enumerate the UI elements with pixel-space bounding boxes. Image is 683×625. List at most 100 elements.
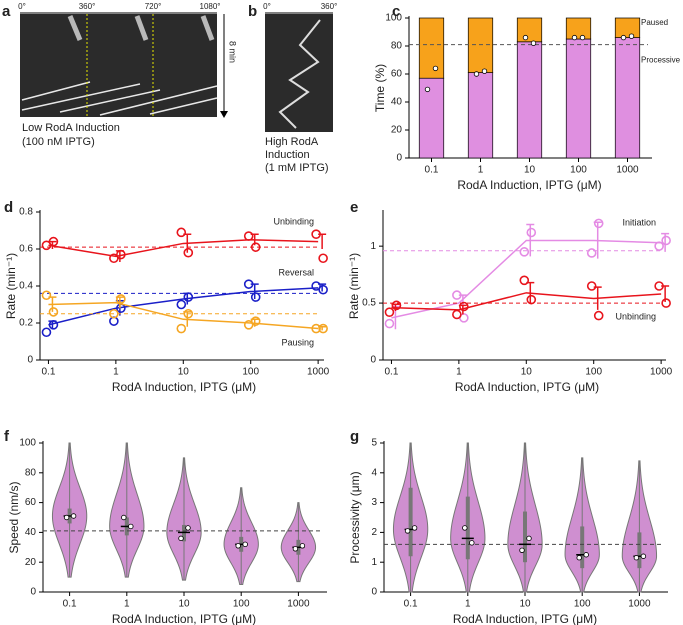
panel-letter: f xyxy=(4,428,10,445)
panel-1: d 0 0.2 0.4 0.6 0.8 0.1 1 10 100 1000 RodA Inductio… xyxy=(4,199,330,394)
data-point xyxy=(640,553,647,559)
data-point xyxy=(661,298,671,308)
data-point xyxy=(176,227,187,238)
panel-b: b 0° 360° High RodA Induction (1 mM IPTG… xyxy=(248,2,337,174)
y-axis-label: Rate (min⁻¹) xyxy=(4,253,18,319)
data-point xyxy=(424,86,431,93)
y-tick-label: 5 xyxy=(371,438,377,449)
data-point xyxy=(178,535,184,542)
x-tick-label: 10 xyxy=(521,367,533,378)
series-label: Initiation xyxy=(622,217,656,227)
streak xyxy=(21,81,218,116)
x-tick-label: 0.1 xyxy=(384,367,398,378)
data-point xyxy=(519,275,530,286)
kymograph xyxy=(265,14,333,132)
series-line xyxy=(391,239,662,319)
x-tick-label: 10 xyxy=(178,367,190,378)
y-axis-label: Speed (nm/s) xyxy=(7,481,21,553)
series-label: Unbinding xyxy=(615,311,656,321)
data-point xyxy=(411,525,418,531)
y-tick-label: 100 xyxy=(19,438,36,449)
x-axis-label: RodA Induction, IPTG (μM) xyxy=(457,178,601,192)
data-point xyxy=(243,231,254,241)
bar-segment xyxy=(516,41,543,159)
panel-letter: d xyxy=(4,199,13,216)
data-point xyxy=(48,307,59,317)
x-tick-label: 0.1 xyxy=(63,599,77,610)
data-point xyxy=(48,320,59,330)
kymograph xyxy=(20,14,217,117)
angle-tick: 0° xyxy=(18,2,26,11)
data-point xyxy=(311,323,321,334)
y-tick-label: 4 xyxy=(371,467,377,478)
data-point xyxy=(522,34,529,41)
panel-letter: a xyxy=(2,3,11,20)
data-point xyxy=(384,307,395,317)
legend-label: Paused xyxy=(641,18,668,27)
data-point xyxy=(183,308,194,319)
y-tick-label: 0.2 xyxy=(19,318,33,329)
angle-tick: 360° xyxy=(321,2,338,11)
angle-tick: 360° xyxy=(79,2,96,11)
data-point xyxy=(576,555,582,561)
series-line xyxy=(391,292,662,311)
x-axis-label: RodA Induction, IPTG (μM) xyxy=(112,380,256,394)
caption: (100 nM IPTG) xyxy=(22,136,95,148)
x-tick-label: 10 xyxy=(178,599,190,610)
x-tick-label: 1 xyxy=(113,367,119,378)
x-tick-label: 100 xyxy=(242,367,259,378)
data-point xyxy=(250,316,261,326)
y-tick-label: 0.4 xyxy=(19,281,33,292)
y-tick-label: 2 xyxy=(371,527,377,538)
x-axis-label: RodA Induction, IPTG (μM) xyxy=(455,380,599,394)
data-point xyxy=(462,525,468,531)
angle-tick: 720° xyxy=(145,2,162,11)
bar-segment xyxy=(516,17,543,43)
y-tick-label: 0.5 xyxy=(362,298,376,309)
data-point xyxy=(48,236,59,247)
streak xyxy=(67,15,215,41)
bar-segment xyxy=(467,72,494,159)
y-tick-label: 0 xyxy=(396,153,402,164)
y-axis-label: Time (%) xyxy=(373,64,387,112)
data-point xyxy=(176,299,187,310)
series-line xyxy=(48,238,319,258)
x-tick-label: 10 xyxy=(519,599,531,610)
data-point xyxy=(183,292,194,302)
x-axis-label: RodA Induction, IPTG (μM) xyxy=(112,612,256,625)
caption: (1 mM IPTG) xyxy=(265,162,329,174)
series-line xyxy=(48,287,319,326)
x-tick-label: 1 xyxy=(465,599,471,610)
data-point xyxy=(109,308,119,319)
data-point xyxy=(116,294,126,304)
data-point xyxy=(526,294,537,305)
angle-tick: 0° xyxy=(263,2,271,11)
panel-letter: g xyxy=(350,428,359,445)
data-point xyxy=(432,65,439,72)
x-tick-label: 1000 xyxy=(650,367,673,378)
y-axis-label: Processivity (μm) xyxy=(348,471,362,563)
data-point xyxy=(318,284,328,295)
arrow-head xyxy=(220,111,228,118)
x-tick-label: 100 xyxy=(233,599,250,610)
x-tick-label: 10 xyxy=(524,165,536,176)
x-tick-label: 100 xyxy=(574,599,591,610)
caption: Induction xyxy=(265,149,310,161)
y-tick-label: 0.8 xyxy=(19,207,33,218)
data-point xyxy=(243,279,254,289)
data-point xyxy=(250,292,261,302)
y-tick-label: 20 xyxy=(391,125,403,136)
data-point xyxy=(128,523,134,530)
bar-segment xyxy=(565,17,592,40)
data-point xyxy=(404,528,411,534)
data-point xyxy=(121,514,127,521)
series-label: Pausing xyxy=(281,337,314,347)
data-point xyxy=(459,301,469,312)
x-tick-label: 1 xyxy=(478,165,484,176)
legend-label: Processive xyxy=(641,56,681,65)
data-point xyxy=(176,323,187,334)
data-point xyxy=(481,68,488,74)
data-point xyxy=(391,300,402,311)
data-point xyxy=(593,218,604,229)
y-tick-label: 0 xyxy=(30,587,36,598)
